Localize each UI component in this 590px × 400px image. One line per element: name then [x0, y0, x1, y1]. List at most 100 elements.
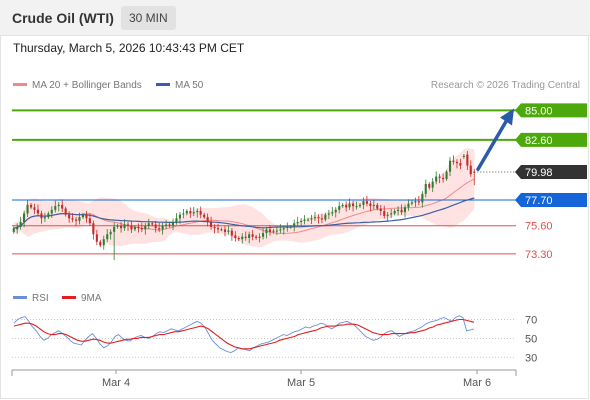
candle-body	[390, 213, 393, 215]
candle-body	[126, 224, 129, 226]
candle-body	[268, 229, 271, 232]
instrument-title: Crude Oil (WTI)	[12, 10, 114, 26]
candle-body	[185, 211, 188, 214]
candle-body	[178, 214, 181, 219]
candle-body	[223, 229, 226, 232]
candle-body	[88, 218, 91, 224]
candle-body	[26, 204, 29, 214]
candle-body	[445, 171, 448, 180]
candle-body	[397, 209, 400, 211]
candle-body	[300, 220, 303, 222]
candle-body	[168, 224, 171, 226]
candle-body	[75, 219, 78, 221]
legend-ma20: MA 20 + Bollinger Bands	[13, 80, 142, 91]
candle-body	[393, 211, 396, 214]
candle-body	[320, 218, 323, 220]
candle-body	[414, 201, 417, 203]
candle-body	[230, 230, 233, 236]
candle-body	[241, 236, 244, 240]
candle-body	[78, 217, 81, 221]
candle-body	[455, 161, 458, 164]
legend-rsi-ma-label: 9MA	[81, 293, 102, 304]
candle-body	[40, 213, 43, 219]
candle-body	[459, 163, 462, 166]
candle-body	[137, 226, 140, 229]
timeframe-badge[interactable]: 30 MIN	[121, 6, 176, 30]
candle-body	[175, 218, 178, 222]
candle-body	[54, 206, 57, 210]
ma20-line	[13, 178, 475, 234]
rsi-ma-line	[13, 318, 475, 350]
x-tick-label: Mar 6	[463, 377, 491, 389]
candle-body	[36, 209, 39, 214]
level-label-75.60: 75.60	[525, 221, 553, 233]
candle-body	[317, 217, 320, 219]
candle-body	[92, 223, 95, 235]
timestamp: Thursday, March 5, 2026 10:43:43 PM CET	[13, 41, 245, 55]
candle-body	[244, 236, 247, 238]
x-tick-label: Mar 5	[287, 377, 315, 389]
rsi-tick-label: 50	[525, 333, 537, 345]
candle-body	[109, 231, 112, 235]
candle-body	[203, 214, 206, 218]
candle-body	[234, 235, 237, 238]
level-tag-85.00	[515, 103, 587, 118]
candle-body	[265, 229, 268, 234]
candle-body	[206, 217, 209, 222]
candle-body	[400, 209, 403, 213]
candle-body	[473, 171, 476, 173]
candle-body	[182, 213, 185, 215]
last-price-tag	[515, 164, 587, 179]
candle-body	[348, 203, 351, 208]
candle-body	[192, 212, 195, 214]
level-label-85.00: 85.00	[525, 105, 553, 117]
bollinger-band	[13, 148, 475, 248]
candle-body	[372, 204, 375, 207]
candle-body	[237, 238, 240, 240]
last-price-label: 79.98	[525, 167, 553, 179]
candle-body	[462, 155, 465, 157]
candle-body	[262, 233, 265, 237]
candle-body	[61, 204, 64, 209]
candle-body	[23, 213, 26, 222]
candle-body	[217, 228, 220, 230]
candle-body	[331, 212, 334, 214]
candle-body	[81, 214, 84, 218]
candle-body	[43, 217, 46, 219]
ma50-swatch	[156, 82, 170, 86]
candle-body	[383, 211, 386, 216]
candle-body	[213, 226, 216, 229]
candle-body	[442, 177, 445, 180]
candle-body	[310, 218, 313, 220]
candle-body	[376, 204, 379, 209]
candle-body	[130, 225, 133, 230]
candle-body	[210, 222, 213, 227]
candle-body	[334, 209, 337, 213]
level-label-82.60: 82.60	[525, 135, 553, 147]
candle-body	[196, 211, 199, 213]
candle-body	[275, 230, 278, 232]
candle-body	[272, 230, 275, 232]
candle-body	[369, 203, 372, 207]
candle-body	[303, 219, 306, 221]
candle-body	[19, 222, 22, 227]
candle-body	[296, 222, 299, 224]
candle-body	[151, 223, 154, 225]
rsi-swatch	[13, 295, 27, 299]
candle-body	[171, 222, 174, 226]
legend-rsi-label: RSI	[32, 293, 49, 304]
candle-body	[189, 211, 192, 214]
candle-body	[147, 223, 150, 226]
candle-body	[327, 213, 330, 215]
rsi-tick-label: 30	[525, 352, 537, 364]
candle-body	[431, 181, 434, 188]
legend-ma20-label: MA 20 + Bollinger Bands	[32, 80, 142, 91]
candle-body	[33, 207, 36, 210]
candle-body	[165, 224, 168, 226]
candle-body	[251, 234, 254, 237]
candle-body	[435, 176, 438, 182]
candle-body	[144, 225, 147, 230]
candle-body	[341, 204, 344, 207]
candle-body	[133, 226, 136, 230]
candle-body	[12, 228, 15, 232]
